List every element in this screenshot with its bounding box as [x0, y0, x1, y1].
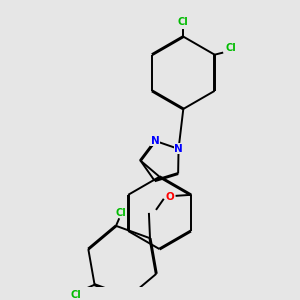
Text: Cl: Cl	[116, 208, 126, 218]
Text: Cl: Cl	[70, 290, 81, 300]
Text: N: N	[174, 144, 183, 154]
Text: Cl: Cl	[225, 43, 236, 53]
Text: O: O	[166, 192, 174, 202]
Text: Cl: Cl	[178, 17, 189, 27]
Text: N: N	[151, 136, 160, 146]
